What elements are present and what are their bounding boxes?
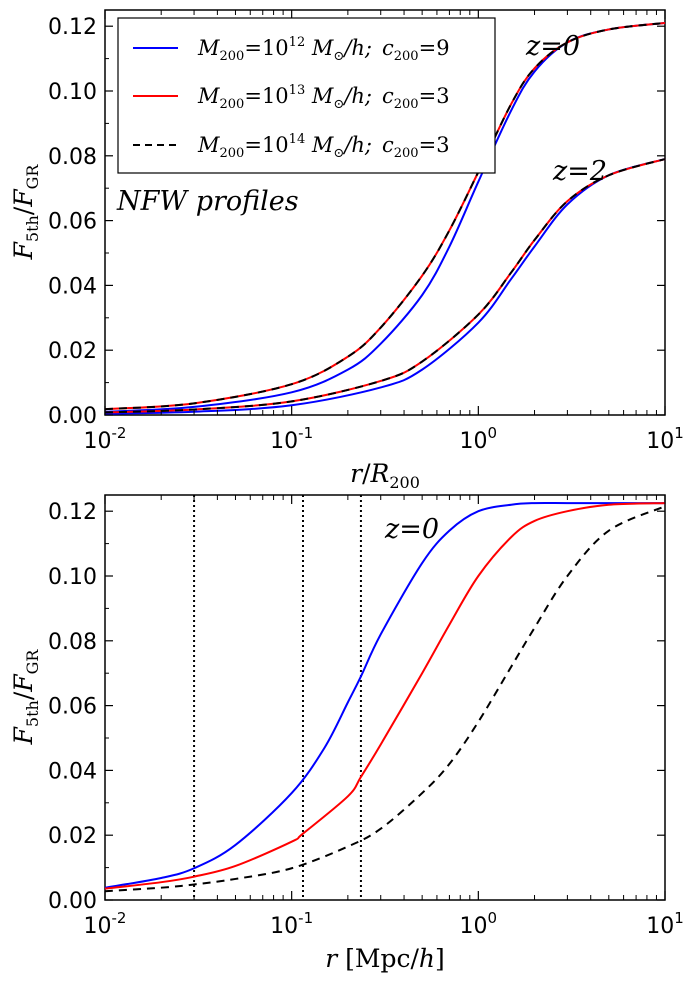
top-ytick-label: 0.00 [48,404,97,429]
bottom-series-black-3 [104,505,666,893]
bottom-panel: 0.00 0.02 0.04 0.06 0.08 0.10 0.12 10-2 10-1 100 1… [9,494,684,973]
top-y-axis-label: F5th/FGR [9,164,42,261]
legend-entry-3: M200=1014 M⊙/h; c200=3 [197,132,450,161]
bottom-ytick-label: 0.00 [48,889,97,914]
top-series-black-6 [104,158,666,414]
bottom-series-red-2 [104,502,666,890]
legend-frame [117,17,496,174]
legend-entry-1: M200=1012 M⊙/h; c200=9 [197,35,450,64]
top-x-axis-label: r/R200 [350,459,420,492]
bottom-xtick-label: 101 [646,909,684,939]
top-series-blue-4 [104,158,666,415]
bottom-annotation-z0: z=0 [384,514,439,545]
bottom-xtick-label: 10-1 [270,909,313,939]
bottom-xtick-label: 10-2 [84,909,127,939]
top-panel: 0.00 0.02 0.04 0.06 0.08 0.10 0.12 10-2 10-1 100 1… [9,9,684,492]
bottom-ytick-label: 0.10 [48,565,97,590]
top-ytick-label: 0.08 [48,145,97,170]
bottom-ytick-label: 0.02 [48,824,97,849]
top-xtick-label: 101 [646,424,684,454]
top-ytick-label: 0.12 [48,15,97,40]
bottom-plot-frame [104,494,666,901]
top-ytick-label: 0.04 [48,274,97,299]
top-ytick-label: 0.02 [48,339,97,364]
top-ytick-label: 0.10 [48,80,97,105]
legend-entry-2: M200=1013 M⊙/h; c200=3 [197,83,450,112]
top-xtick-label: 10-1 [270,424,313,454]
top-annotation-nfw: NFW profiles [116,186,299,217]
bottom-ytick-label: 0.08 [48,630,97,655]
top-xtick-label: 100 [460,424,498,454]
top-series-black-3 [104,21,666,411]
top-annotation-z0: z=0 [525,31,580,62]
top-ytick-label: 0.06 [48,210,97,235]
top-annotation-z2: z=2 [552,156,607,187]
bottom-ytick-label: 0.12 [48,500,97,525]
bottom-x-axis-label: r [Mpc/h] [325,944,445,973]
bottom-y-axis-label: F5th/FGR [9,649,42,746]
legend: M200=1012 M⊙/h; c200=9 M200=1013 M⊙/h; c20… [117,17,496,174]
bottom-ytick-label: 0.06 [48,695,97,720]
top-xtick-label: 10-2 [84,424,127,454]
bottom-series-blue-1 [104,501,665,889]
bottom-ytick-label: 0.04 [48,759,97,784]
bottom-xtick-label: 100 [460,909,498,939]
